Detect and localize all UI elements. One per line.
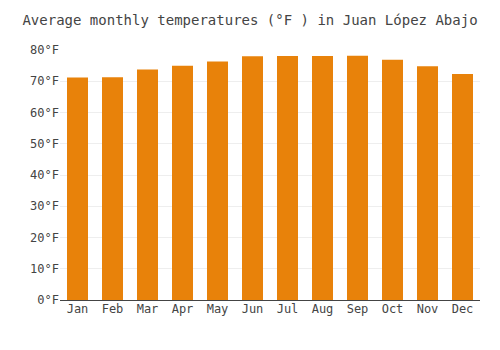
svg-text:Mar: Mar — [137, 302, 159, 316]
svg-text:Apr: Apr — [172, 302, 194, 316]
svg-text:40°F: 40°F — [30, 168, 59, 182]
svg-text:Aug: Aug — [312, 302, 334, 316]
svg-text:May: May — [207, 302, 229, 316]
svg-text:30°F: 30°F — [30, 199, 59, 213]
svg-text:Average monthly temperatures (: Average monthly temperatures (°F ) in Ju… — [22, 12, 477, 28]
svg-text:Nov: Nov — [417, 302, 439, 316]
svg-text:70°F: 70°F — [30, 74, 59, 88]
svg-text:80°F: 80°F — [30, 43, 59, 57]
svg-text:0°F: 0°F — [37, 293, 59, 307]
svg-text:Feb: Feb — [102, 302, 124, 316]
svg-text:Jun: Jun — [242, 302, 264, 316]
svg-text:50°F: 50°F — [30, 137, 59, 151]
svg-text:Jan: Jan — [67, 302, 89, 316]
svg-text:Sep: Sep — [347, 302, 369, 316]
svg-text:Oct: Oct — [382, 302, 404, 316]
svg-text:Dec: Dec — [452, 302, 474, 316]
svg-text:20°F: 20°F — [30, 231, 59, 245]
svg-text:Jul: Jul — [277, 302, 299, 316]
svg-text:60°F: 60°F — [30, 106, 59, 120]
svg-text:10°F: 10°F — [30, 262, 59, 276]
